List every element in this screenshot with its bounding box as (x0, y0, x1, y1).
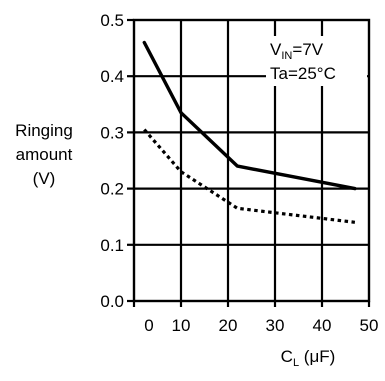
annotation-vin-main: V (270, 40, 282, 59)
x-tick-label-4: 40 (313, 316, 332, 335)
annotation-vin: VIN=7V (270, 40, 324, 62)
x-tick-label-1: 10 (172, 316, 191, 335)
series-line-solid (142, 40, 357, 191)
y-tick-label-1: 0.1 (100, 236, 124, 255)
x-tick-label-0: 0 (144, 316, 153, 335)
y-tick-label-3: 0.3 (100, 123, 124, 142)
x-tick-label-3: 30 (266, 316, 285, 335)
y-tick-label-5: 0.5 (100, 11, 124, 30)
series-layer (142, 40, 357, 224)
y-tick-label-4: 0.4 (100, 67, 124, 86)
y-tick-label-0: 0.0 (100, 292, 124, 311)
annotation-ta: Ta=25°C (270, 64, 336, 83)
annotation-vin-sub: IN (281, 50, 292, 62)
annotation-background (266, 36, 367, 86)
annotation-vin-rest: =7V (292, 40, 323, 59)
y-axis-label-line-3: (V) (33, 169, 56, 188)
y-axis-label-line-1: Ringing (15, 121, 73, 140)
x-axis-label-main: C (281, 347, 293, 366)
plot-frame (132, 18, 371, 303)
axes-layer (127, 18, 371, 307)
y-axis-label-line-2: amount (16, 145, 73, 164)
tick-labels: 0.0 0.1 0.2 0.3 0.4 0.5 0 10 20 30 40 50 (100, 11, 378, 335)
x-tick-label-5: 50 (360, 316, 379, 335)
x-axis-label-unit: (μF) (299, 347, 335, 366)
series-line-dotted (143, 128, 356, 224)
x-axis-label: CL (μF) (281, 347, 336, 369)
x-axis-label-sub: L (293, 357, 299, 369)
y-tick-label-2: 0.2 (100, 180, 124, 199)
grid-layer (134, 20, 369, 301)
x-tick-label-2: 20 (219, 316, 238, 335)
